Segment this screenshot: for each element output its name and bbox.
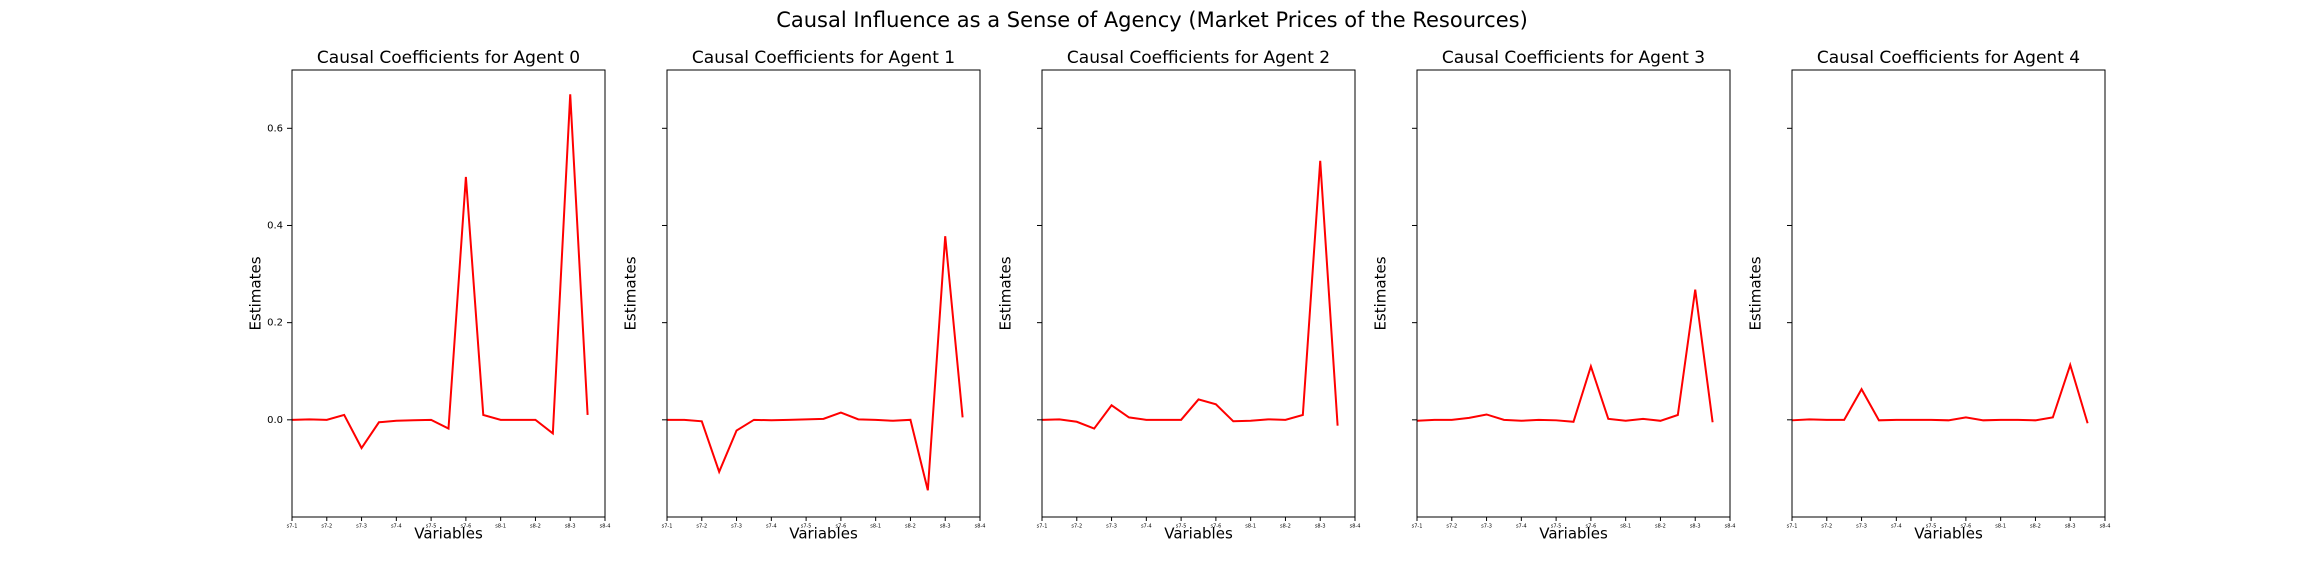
x-tick-label: s7-1	[287, 524, 298, 530]
axes-frame	[291, 69, 606, 518]
x-axis-label: Variables	[414, 525, 483, 543]
data-line	[291, 94, 589, 450]
x-tick-label: s8-3	[940, 524, 951, 530]
data-line	[1791, 361, 2089, 424]
x-tick-label: s7-1	[1037, 524, 1048, 530]
axes-frame	[1416, 69, 1731, 518]
x-tick-label: s8-2	[2030, 524, 2041, 530]
x-tick-label: s7-4	[766, 524, 777, 530]
x-tick-label: s8-3	[1690, 524, 1701, 530]
x-tick-label: s8-4	[1350, 524, 1361, 530]
data-line	[1416, 289, 1714, 423]
x-tick-label: s7-4	[1141, 524, 1152, 530]
x-tick-label: s8-4	[975, 524, 986, 530]
y-axis-label: Estimates	[1747, 256, 1765, 330]
x-tick-label: s7-2	[1446, 524, 1457, 530]
y-axis-label: Estimates	[1372, 256, 1390, 330]
x-tick-label: s7-5	[1926, 524, 1937, 530]
x-tick-label: s7-2	[696, 524, 707, 530]
x-tick-label: s7-5	[801, 524, 812, 530]
axes-frame	[1791, 69, 2106, 518]
x-tick-label: s7-3	[731, 524, 742, 530]
subplot-title: Causal Coefficients for Agent 0	[317, 48, 580, 68]
x-tick-label: s8-2	[1280, 524, 1291, 530]
x-tick-label: s7-4	[391, 524, 402, 530]
axes-frame	[666, 69, 981, 518]
subplot-title: Causal Coefficients for Agent 3	[1442, 48, 1705, 68]
subplot-title: Causal Coefficients for Agent 2	[1067, 48, 1330, 68]
x-tick-label: s7-6	[1585, 524, 1596, 530]
x-tick-label: s7-2	[1821, 524, 1832, 530]
x-tick-label: s8-4	[1725, 524, 1736, 530]
x-tick-label: s8-1	[1995, 524, 2006, 530]
x-tick-label: s8-1	[495, 524, 506, 530]
y-tick-label: 0.2	[267, 318, 283, 329]
data-line	[667, 236, 964, 491]
x-tick-label: s7-5	[1551, 524, 1562, 530]
subplot-title: Causal Coefficients for Agent 4	[1817, 48, 2080, 68]
x-tick-label: s7-3	[356, 524, 367, 530]
x-tick-label: s7-1	[662, 524, 673, 530]
x-tick-label: s7-1	[1787, 524, 1798, 530]
x-tick-label: s8-2	[1655, 524, 1666, 530]
x-axis-label: Variables	[1914, 525, 1983, 543]
x-tick-label: s8-3	[2065, 524, 2076, 530]
y-tick-label: 0.4	[267, 220, 283, 231]
x-axis-label: Variables	[1164, 525, 1233, 543]
x-tick-label: s8-2	[530, 524, 541, 530]
x-tick-label: s7-6	[1960, 524, 1971, 530]
axes-frame	[1041, 69, 1356, 518]
x-tick-label: s7-3	[1856, 524, 1867, 530]
x-tick-label: s8-4	[600, 524, 611, 530]
x-tick-label: s7-6	[1210, 524, 1221, 530]
figure-title: Causal Influence as a Sense of Agency (M…	[776, 8, 1528, 32]
x-tick-label: s8-2	[905, 524, 916, 530]
x-tick-label: s7-4	[1516, 524, 1527, 530]
x-tick-label: s7-4	[1891, 524, 1902, 530]
x-axis-label: Variables	[789, 525, 858, 543]
x-tick-label: s8-1	[870, 524, 881, 530]
x-tick-label: s7-2	[321, 524, 332, 530]
x-axis-label: Variables	[1539, 525, 1608, 543]
x-tick-label: s8-3	[1315, 524, 1326, 530]
x-tick-label: s8-1	[1620, 524, 1631, 530]
x-tick-label: s7-5	[1176, 524, 1187, 530]
x-tick-label: s8-1	[1245, 524, 1256, 530]
x-tick-label: s7-6	[460, 524, 471, 530]
x-tick-label: s7-1	[1412, 524, 1423, 530]
x-tick-label: s8-3	[565, 524, 576, 530]
y-axis-label: Estimates	[247, 256, 265, 330]
data-line	[1041, 160, 1339, 430]
x-tick-label: s7-6	[835, 524, 846, 530]
y-tick-label: 0.0	[267, 415, 283, 426]
x-tick-label: s7-2	[1071, 524, 1082, 530]
x-tick-label: s7-5	[426, 524, 437, 530]
y-tick-label: 0.6	[267, 123, 283, 134]
x-tick-label: s7-3	[1481, 524, 1492, 530]
y-axis-label: Estimates	[622, 256, 640, 330]
x-tick-label: s7-3	[1106, 524, 1117, 530]
x-tick-label: s8-4	[2100, 524, 2111, 530]
y-axis-label: Estimates	[997, 256, 1015, 330]
subplot-title: Causal Coefficients for Agent 1	[692, 48, 955, 68]
